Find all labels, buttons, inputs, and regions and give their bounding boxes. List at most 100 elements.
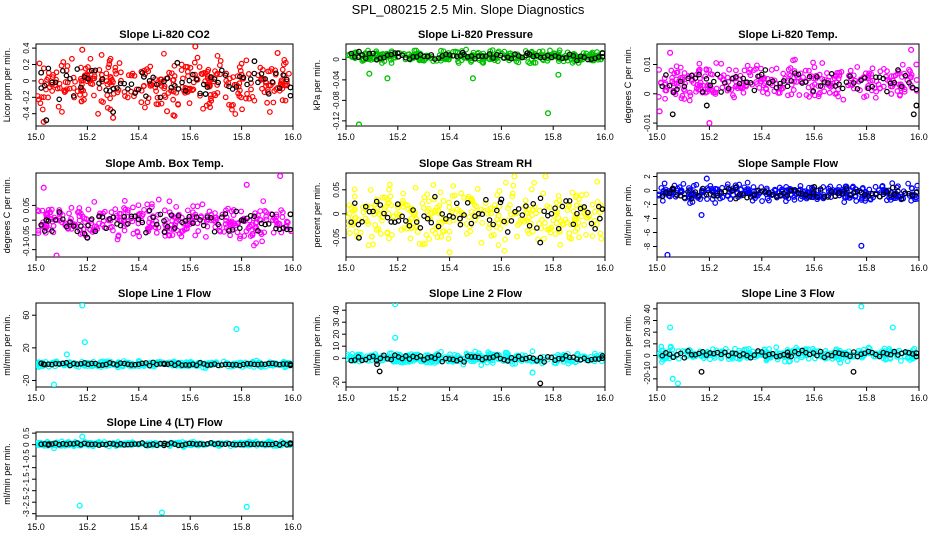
data-point: [74, 209, 81, 216]
data-point-outlier: [164, 108, 171, 115]
y-axis-label: Licor ppm per min.: [2, 48, 12, 123]
data-point: [788, 91, 795, 98]
data-point-black: [663, 72, 669, 78]
data-point: [461, 194, 467, 201]
data-point: [673, 76, 680, 83]
data-point-black: [284, 76, 290, 83]
data-point: [161, 207, 168, 214]
data-point-black: [153, 361, 160, 368]
data-point-black: [457, 356, 464, 363]
data-point: [688, 193, 695, 199]
data-point-black: [453, 53, 460, 60]
data-point: [222, 221, 229, 228]
data-point: [117, 69, 124, 76]
data-point: [95, 110, 101, 117]
data-point: [559, 221, 566, 227]
data-point-black: [67, 219, 73, 225]
data-point-black-outlier: [732, 184, 739, 191]
y-tick-label: 30: [332, 317, 341, 326]
data-point-black-outlier: [811, 184, 818, 190]
data-point: [87, 75, 94, 82]
data-point: [37, 100, 44, 107]
data-point: [713, 85, 720, 92]
data-point-black: [240, 74, 247, 81]
data-point: [842, 183, 849, 190]
data-point-black: [366, 50, 373, 57]
data-point: [346, 214, 351, 221]
data-point-outlier: [529, 369, 536, 376]
data-point: [153, 101, 160, 107]
data-point-black: [255, 361, 261, 368]
data-point: [108, 209, 115, 216]
data-point-black: [200, 441, 207, 448]
data-point: [153, 88, 160, 95]
data-point: [569, 189, 576, 196]
data-point: [197, 92, 203, 99]
plot-frame: [345, 302, 606, 388]
data-point: [573, 202, 580, 209]
data-point-black-outlier: [910, 111, 917, 118]
data-point-black: [70, 360, 77, 367]
data-point-black-outlier: [850, 368, 857, 375]
x-tick-label: 15.0: [648, 393, 666, 403]
data-point-black: [370, 353, 376, 360]
data-point-black: [599, 53, 605, 60]
data-point-black: [891, 79, 898, 86]
data-point: [426, 236, 432, 242]
data-point: [546, 226, 553, 233]
y-tick-label: 0.01: [643, 56, 652, 72]
data-point-black: [891, 348, 898, 355]
data-point: [594, 198, 601, 205]
data-point-black: [388, 219, 395, 225]
x-tick-label: 15.0: [337, 263, 355, 273]
data-point: [36, 360, 41, 367]
data-point-black: [566, 354, 573, 361]
data-point-outlier: [889, 324, 896, 331]
data-point-black-outlier: [356, 48, 362, 55]
x-tick-label: 15.4: [753, 263, 771, 273]
data-point: [547, 47, 553, 54]
data-point-black-outlier: [110, 109, 117, 116]
data-point: [45, 69, 52, 76]
data-point-black: [825, 194, 831, 200]
data-point: [425, 198, 432, 205]
data-point-black: [359, 357, 365, 364]
data-point-black: [788, 353, 794, 360]
data-point: [797, 183, 804, 189]
data-point-black: [814, 194, 820, 200]
data-point-outlier: [667, 324, 674, 331]
data-point-black: [373, 198, 380, 205]
data-point-black: [574, 210, 580, 217]
data-point: [494, 192, 501, 198]
data-point: [576, 196, 582, 203]
plot-frame: [35, 431, 294, 517]
data-point: [222, 94, 229, 101]
data-point: [815, 91, 822, 98]
data-point: [682, 80, 689, 87]
data-point-outlier: [392, 303, 399, 308]
data-point: [226, 101, 232, 108]
data-point-black: [515, 206, 522, 212]
data-point-black: [381, 352, 387, 359]
data-point-black: [352, 357, 358, 363]
data-point: [131, 72, 138, 79]
data-point: [351, 186, 358, 193]
data-point: [115, 232, 122, 239]
data-point-black: [461, 212, 467, 218]
data-point-black: [135, 216, 142, 223]
y-axis-label: degrees C per min.: [623, 47, 633, 124]
data-point: [597, 230, 604, 237]
data-point: [104, 92, 111, 99]
data-point-black: [439, 358, 446, 365]
data-point-black: [817, 348, 824, 355]
data-point: [529, 348, 536, 355]
data-point: [200, 105, 206, 112]
data-point-outlier: [908, 46, 915, 53]
data-point: [241, 233, 248, 239]
data-point: [466, 214, 473, 221]
data-point: [107, 95, 114, 102]
data-point: [456, 208, 463, 214]
data-point-black: [773, 84, 780, 91]
data-point: [583, 191, 590, 198]
data-point: [744, 179, 751, 186]
